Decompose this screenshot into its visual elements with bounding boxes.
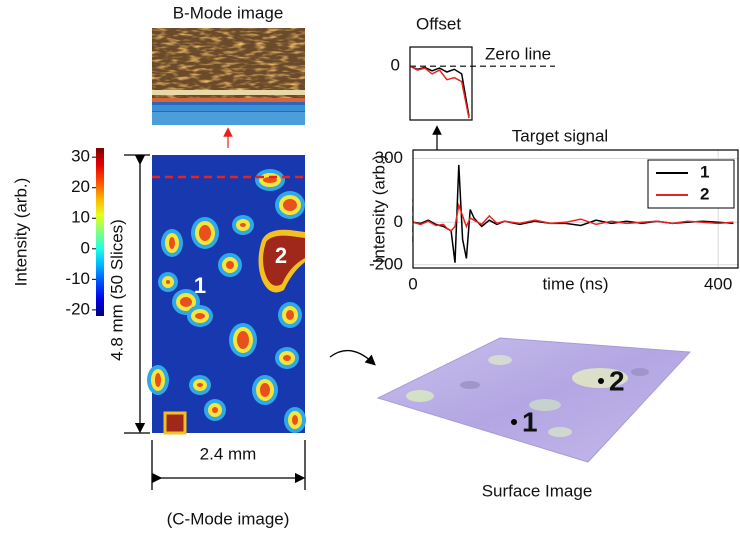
cmode-blob — [240, 223, 246, 227]
legend-box — [648, 160, 734, 208]
cmode-image — [147, 155, 306, 433]
cmode-blob — [180, 297, 192, 307]
x-tick-label: 0 — [408, 274, 417, 293]
y-tick-label: 0 — [394, 212, 403, 231]
x-axis-label: time (ns) — [542, 274, 608, 293]
cmode-blob — [260, 383, 270, 397]
cmode-blob — [166, 280, 170, 284]
surface-image — [378, 338, 690, 462]
y-tick-label: -10 — [65, 269, 90, 288]
cmode-blob — [195, 313, 205, 319]
cmode-blob — [237, 331, 249, 349]
colorbar — [96, 148, 104, 316]
bmode-image — [152, 28, 305, 125]
surface-marker: 1 — [522, 406, 538, 437]
cmode-marker: 2 — [275, 243, 287, 268]
y-tick-label: 0 — [81, 238, 90, 257]
cmode-blob — [197, 383, 203, 387]
cmode-caption: (C-Mode image) — [167, 509, 290, 528]
cmode-marker: 1 — [194, 273, 206, 298]
page: B-Mode image 1 2 4.8 mm (50 Slices) 2.4 … — [0, 0, 740, 534]
cmode-blob — [155, 373, 161, 387]
figure: B-Mode image 1 2 4.8 mm (50 Slices) 2.4 … — [0, 0, 740, 534]
legend-label: 2 — [700, 184, 709, 203]
chart-title: Offset — [416, 14, 461, 33]
legend-label: 1 — [700, 162, 709, 181]
height-label: 4.8 mm (50 Slices) — [107, 219, 126, 361]
surface-dot — [511, 419, 517, 425]
surface-marker: 2 — [609, 365, 625, 396]
cmode-blob — [199, 225, 211, 241]
bmode-title: B-Mode image — [173, 3, 284, 22]
width-label: 2.4 mm — [200, 444, 257, 463]
y-tick-label: -20 — [65, 299, 90, 318]
chart-title: Target signal — [512, 126, 608, 145]
cmode-blob — [283, 199, 297, 211]
y-tick-label: 0 — [391, 56, 400, 75]
cmode-blob — [226, 261, 234, 269]
cmode-blob — [165, 413, 185, 433]
cmode-blob — [169, 237, 175, 249]
colorbar-label: Intensity (arb.) — [11, 178, 30, 287]
annotation: Zero line — [485, 44, 551, 63]
surface-dot — [598, 378, 604, 384]
cmode-blob — [212, 407, 218, 413]
y-tick-label: 10 — [71, 208, 90, 227]
cmode-blob — [283, 355, 291, 361]
surface-caption: Surface Image — [482, 481, 593, 500]
y-axis-label: Intensity (arb.) — [369, 155, 388, 264]
cmode-blob — [286, 310, 294, 320]
y-tick-label: 20 — [71, 177, 90, 196]
x-tick-label: 400 — [704, 274, 732, 293]
curved-arrow — [330, 351, 372, 362]
y-tick-label: 30 — [71, 147, 90, 166]
cmode-blob — [292, 415, 298, 425]
